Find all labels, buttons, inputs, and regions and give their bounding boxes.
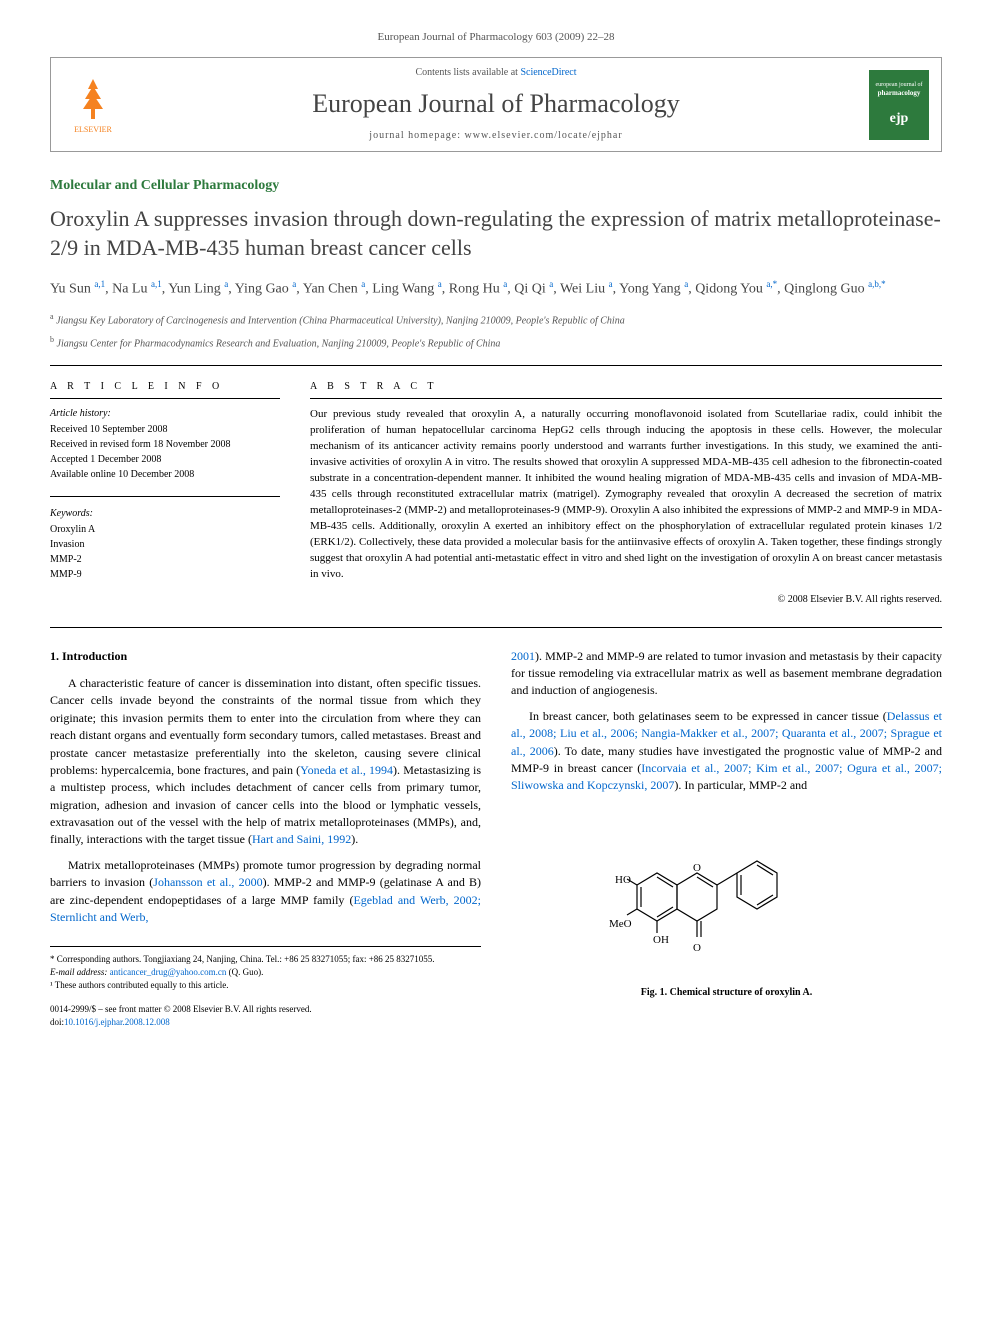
email-link[interactable]: anticancer_drug@yahoo.com.cn — [110, 967, 227, 977]
doi-prefix: doi: — [50, 1017, 64, 1027]
figure-1-caption: Fig. 1. Chemical structure of oroxylin A… — [511, 986, 942, 1001]
contents-line: Contents lists available at ScienceDirec… — [123, 66, 869, 80]
doi-block: 0014-2999/$ – see front matter © 2008 El… — [50, 1003, 481, 1028]
section-category: Molecular and Cellular Pharmacology — [50, 176, 942, 196]
abstract-column: A B S T R A C T Our previous study revea… — [310, 380, 942, 606]
email-suffix: (Q. Guo). — [226, 967, 263, 977]
abstract-text: Our previous study revealed that oroxyli… — [310, 407, 942, 582]
ejp-cover-thumbnail: european journal of pharmacology ejp — [869, 70, 929, 140]
body-left-column: 1. Introduction A characteristic feature… — [50, 648, 481, 1029]
label-o-carbonyl: O — [693, 942, 701, 954]
keyword: Invasion — [50, 538, 280, 552]
history-line: Available online 10 December 2008 — [50, 468, 280, 482]
history-line: Received in revised form 18 November 200… — [50, 438, 280, 452]
elsevier-tree-icon — [73, 74, 113, 124]
email-footnote: E-mail address: anticancer_drug@yahoo.co… — [50, 966, 481, 979]
history-list: Received 10 September 2008Received in re… — [50, 423, 280, 482]
homepage-url: www.elsevier.com/locate/ejphar — [465, 130, 623, 141]
homepage-prefix: journal homepage: — [369, 130, 464, 141]
history-label: Article history: — [50, 407, 280, 421]
elsevier-logo: ELSEVIER — [63, 70, 123, 140]
ejp-top: european journal of — [876, 81, 923, 89]
corresponding-footnote: * Corresponding authors. Tongjiaxiang 24… — [50, 953, 481, 966]
label-o-ring: O — [693, 862, 701, 874]
body-paragraph: In breast cancer, both gelatinases seem … — [511, 708, 942, 795]
right-paragraphs: 2001). MMP-2 and MMP-9 are related to tu… — [511, 648, 942, 795]
history-line: Accepted 1 December 2008 — [50, 453, 280, 467]
chemical-structure-svg: HO MeO OH O O — [597, 815, 857, 975]
label-meo: MeO — [609, 918, 632, 930]
front-matter-line: 0014-2999/$ – see front matter © 2008 El… — [50, 1003, 481, 1016]
keywords-list: Oroxylin AInvasionMMP-2MMP-9 — [50, 523, 280, 582]
doi-line: doi:10.1016/j.ejphar.2008.12.008 — [50, 1016, 481, 1029]
abstract-copyright: © 2008 Elsevier B.V. All rights reserved… — [310, 593, 942, 607]
abstract-heading: A B S T R A C T — [310, 380, 942, 399]
body-paragraph: 2001). MMP-2 and MMP-9 are related to tu… — [511, 648, 942, 700]
separator — [50, 365, 942, 366]
body-paragraph: A characteristic feature of cancer is di… — [50, 675, 481, 849]
author-list: Yu Sun a,1, Na Lu a,1, Yun Ling a, Ying … — [50, 277, 942, 301]
article-info-heading: A R T I C L E I N F O — [50, 380, 280, 399]
equal-contribution-footnote: ¹ These authors contributed equally to t… — [50, 979, 481, 992]
affiliations: a Jiangsu Key Laboratory of Carcinogenes… — [50, 311, 942, 352]
keyword: MMP-9 — [50, 568, 280, 582]
history-line: Received 10 September 2008 — [50, 423, 280, 437]
intro-heading: 1. Introduction — [50, 648, 481, 665]
keywords-block: Keywords: Oroxylin AInvasionMMP-2MMP-9 — [50, 496, 280, 582]
article-info: A R T I C L E I N F O Article history: R… — [50, 380, 280, 606]
journal-title: European Journal of Pharmacology — [123, 86, 869, 122]
keyword: Oroxylin A — [50, 523, 280, 537]
label-oh: OH — [653, 934, 669, 946]
journal-reference: European Journal of Pharmacology 603 (20… — [50, 30, 942, 45]
keywords-label: Keywords: — [50, 507, 280, 521]
elsevier-label: ELSEVIER — [74, 124, 112, 135]
body-columns: 1. Introduction A characteristic feature… — [50, 648, 942, 1029]
journal-header: ELSEVIER Contents lists available at Sci… — [50, 57, 942, 151]
ejp-icon: ejp — [876, 109, 923, 129]
footnotes: * Corresponding authors. Tongjiaxiang 24… — [50, 946, 481, 991]
keyword: MMP-2 — [50, 553, 280, 567]
sciencedirect-link[interactable]: ScienceDirect — [520, 67, 576, 78]
email-label: E-mail address: — [50, 967, 110, 977]
info-abstract-row: A R T I C L E I N F O Article history: R… — [50, 380, 942, 606]
figure-1: HO MeO OH O O Fig. 1. Chemical structure… — [511, 815, 942, 1001]
affiliation: a Jiangsu Key Laboratory of Carcinogenes… — [50, 311, 942, 328]
ejp-main: pharmacology — [876, 89, 923, 99]
body-paragraph: Matrix metalloproteinases (MMPs) promote… — [50, 857, 481, 927]
body-right-column: 2001). MMP-2 and MMP-9 are related to tu… — [511, 648, 942, 1029]
left-paragraphs: A characteristic feature of cancer is di… — [50, 675, 481, 926]
header-center: Contents lists available at ScienceDirec… — [123, 66, 869, 142]
doi-link[interactable]: 10.1016/j.ejphar.2008.12.008 — [64, 1017, 170, 1027]
homepage-line: journal homepage: www.elsevier.com/locat… — [123, 129, 869, 143]
article-title: Oroxylin A suppresses invasion through d… — [50, 205, 942, 262]
separator-2 — [50, 627, 942, 628]
contents-prefix: Contents lists available at — [415, 67, 520, 78]
affiliation: b Jiangsu Center for Pharmacodynamics Re… — [50, 334, 942, 351]
